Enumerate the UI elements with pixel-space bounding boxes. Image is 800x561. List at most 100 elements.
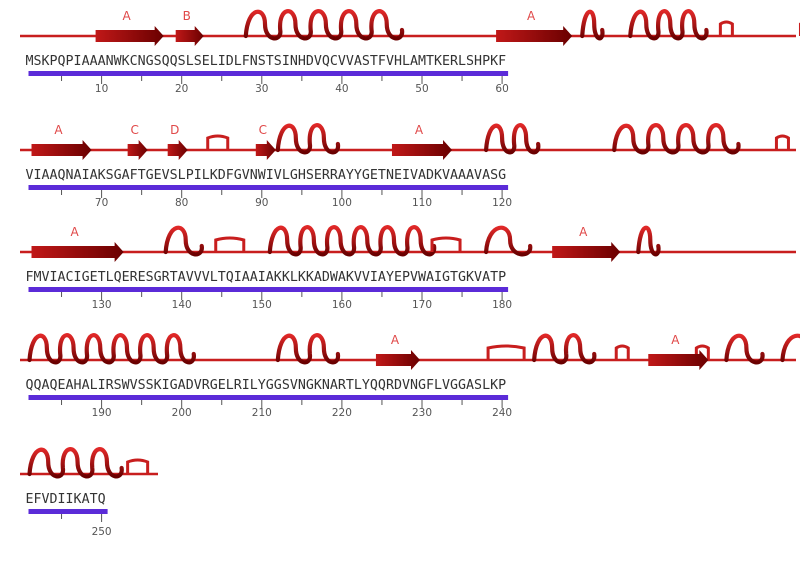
residue: Q xyxy=(34,378,42,393)
alpha-helix xyxy=(27,333,196,365)
strand-label: A xyxy=(415,123,424,137)
beta-strand xyxy=(648,350,709,370)
residue: I xyxy=(218,54,226,69)
residue: I xyxy=(242,378,250,393)
ruler-number: 30 xyxy=(255,83,268,95)
strand-label: A xyxy=(391,333,400,347)
residue: A xyxy=(90,54,98,69)
residue: F xyxy=(34,492,42,507)
beta-strand xyxy=(167,140,188,160)
residue: A xyxy=(250,270,258,285)
residue: R xyxy=(130,270,138,285)
residue: K xyxy=(74,492,82,507)
residue: L xyxy=(106,270,114,285)
residue: I xyxy=(234,270,242,285)
alpha-helix xyxy=(580,9,605,41)
residue: N xyxy=(290,54,298,69)
residue: L xyxy=(178,168,186,183)
residue: A xyxy=(426,270,434,285)
alpha-helix xyxy=(27,447,124,479)
residue: Q xyxy=(98,492,106,507)
residue: G xyxy=(170,378,178,393)
residue: V xyxy=(474,168,482,183)
residue: A xyxy=(66,378,74,393)
residue: Q xyxy=(226,270,234,285)
residue: S xyxy=(154,54,162,69)
beta-strand xyxy=(31,140,92,160)
residue: I xyxy=(266,168,274,183)
residue: H xyxy=(474,54,482,69)
turn xyxy=(214,236,246,252)
residue: G xyxy=(82,270,90,285)
residue: K xyxy=(154,378,162,393)
residue: G xyxy=(290,168,298,183)
residue: I xyxy=(434,270,442,285)
alpha-helix xyxy=(780,333,800,363)
residue: L xyxy=(482,378,490,393)
alpha-helix xyxy=(612,123,741,155)
residue: M xyxy=(34,270,42,285)
beta-strand xyxy=(95,26,164,46)
residue: G xyxy=(154,270,162,285)
residue: E xyxy=(154,168,162,183)
residue: G xyxy=(114,168,122,183)
residue: S xyxy=(170,168,178,183)
residue: F xyxy=(426,378,434,393)
residue: A xyxy=(314,270,322,285)
residue: T xyxy=(90,492,98,507)
residue: Y xyxy=(386,270,394,285)
ruler-number: 220 xyxy=(332,407,352,419)
residue: G xyxy=(266,378,274,393)
structure-layer xyxy=(27,9,800,479)
beta-strand xyxy=(552,242,621,262)
residue: N xyxy=(322,378,330,393)
residue: F xyxy=(226,168,234,183)
residue: H xyxy=(298,54,306,69)
residue: R xyxy=(162,270,170,285)
residue: L xyxy=(226,378,234,393)
residue: F xyxy=(25,270,33,285)
ruler-number: 200 xyxy=(172,407,192,419)
beta-strand xyxy=(127,140,148,160)
alpha-helix xyxy=(243,9,405,41)
residue: D xyxy=(322,270,330,285)
residue: F xyxy=(498,54,506,69)
residue: N xyxy=(106,54,114,69)
residue: E xyxy=(442,54,450,69)
residue: A xyxy=(58,270,66,285)
residue: L xyxy=(202,168,210,183)
beta-strand xyxy=(255,140,276,160)
residue: V xyxy=(162,168,170,183)
ruler-number: 120 xyxy=(492,197,512,209)
beta-strand xyxy=(175,26,204,46)
residue: S xyxy=(274,54,282,69)
residue: K xyxy=(282,270,290,285)
residue: D xyxy=(218,168,226,183)
residue: D xyxy=(226,54,234,69)
ruler-number: 90 xyxy=(255,197,268,209)
ruler-number: 140 xyxy=(172,299,192,311)
beta-strand xyxy=(31,242,124,262)
residue: A xyxy=(482,168,490,183)
residue: F xyxy=(130,168,138,183)
residue: E xyxy=(218,378,226,393)
residue: T xyxy=(370,54,378,69)
ruler-number: 170 xyxy=(412,299,432,311)
residue: N xyxy=(138,54,146,69)
residue: T xyxy=(378,168,386,183)
ruler-bar xyxy=(28,185,509,190)
residue: P xyxy=(482,54,490,69)
residue: A xyxy=(90,168,98,183)
residue: G xyxy=(234,168,242,183)
residue: R xyxy=(330,168,338,183)
residue: S xyxy=(114,378,122,393)
strand-label: C xyxy=(259,123,267,137)
residue: H xyxy=(74,378,82,393)
ruler-number: 210 xyxy=(252,407,272,419)
residue: N xyxy=(298,378,306,393)
ruler-number: 240 xyxy=(492,407,512,419)
residue: K xyxy=(298,270,306,285)
beta-strand xyxy=(391,140,453,160)
strand-label-layer: ABAAACDCAAAAA xyxy=(54,9,680,347)
residue: M xyxy=(418,54,426,69)
